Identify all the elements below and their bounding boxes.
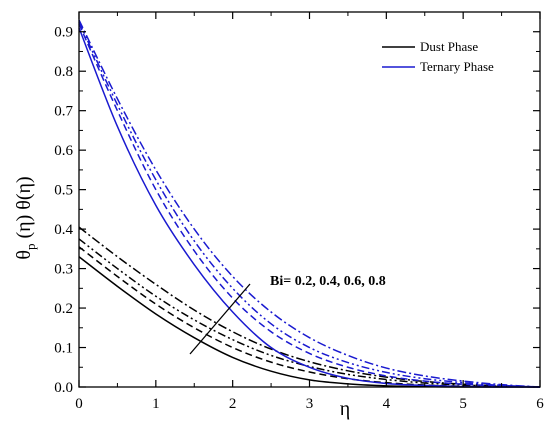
y-tick-label: 0.3 xyxy=(54,262,73,278)
x-tick-label: 4 xyxy=(383,396,391,412)
y-tick-label: 0.6 xyxy=(54,143,73,159)
series-line-3 xyxy=(78,238,541,388)
x-tick-label: 2 xyxy=(229,396,237,412)
legend: Dust Phase Ternary Phase xyxy=(382,39,494,74)
y-tick-label: 0.7 xyxy=(54,104,73,120)
series-line-8 xyxy=(78,19,541,388)
bi-annotation: Bi= 0.2, 0.4, 0.6, 0.8 xyxy=(270,274,386,289)
y-tick-label: 0.5 xyxy=(54,183,73,199)
x-tick-label: 6 xyxy=(536,396,544,412)
y-tick-label: 0.2 xyxy=(54,301,73,317)
y-tick-label: 0.0 xyxy=(54,380,73,396)
legend-label-dust: Dust Phase xyxy=(420,39,478,54)
x-tick-label: 5 xyxy=(459,396,467,412)
annotation-arrow-line xyxy=(189,283,251,355)
plot-frame xyxy=(78,11,541,388)
series-lines xyxy=(78,19,541,388)
series-line-4 xyxy=(78,226,541,388)
legend-label-ternary: Ternary Phase xyxy=(420,59,494,74)
axis-ticks: 0 1 2 3 4 5 6 0.0 0.1 0.2 0.3 0.4 0.5 0.6 0.7 0.8 0.9 xyxy=(54,12,544,412)
x-tick-label: 0 xyxy=(75,396,83,412)
y-tick-label: 0.8 xyxy=(54,64,73,80)
y-tick-label: 0.9 xyxy=(54,25,73,41)
series-line-5 xyxy=(78,27,541,388)
series-line-2 xyxy=(78,246,541,388)
series-line-7 xyxy=(78,21,541,388)
series-line-6 xyxy=(78,23,541,388)
y-tick-label: 0.4 xyxy=(54,222,73,238)
y-axis-title: θp (η) θ(η) xyxy=(13,176,38,259)
x-tick-label: 1 xyxy=(152,396,160,412)
y-tick-label: 0.1 xyxy=(54,341,73,357)
x-axis-title: η xyxy=(340,398,350,420)
x-tick-label: 3 xyxy=(306,396,314,412)
